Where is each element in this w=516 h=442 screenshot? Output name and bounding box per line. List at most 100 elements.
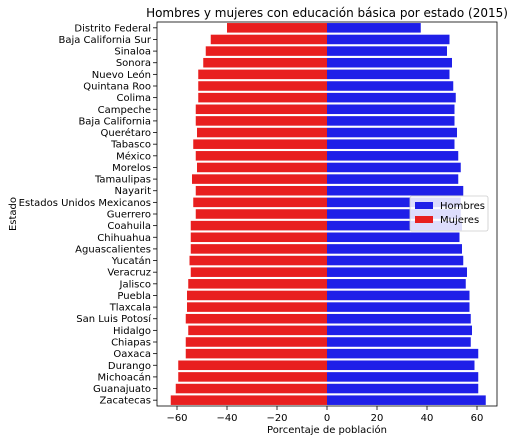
bar-mujeres-32 xyxy=(170,395,327,405)
x-tick-label: 40 xyxy=(421,413,434,424)
y-tick-label: Aguascalientes xyxy=(75,244,151,255)
bar-hombres-18 xyxy=(327,232,460,243)
bar-mujeres-27 xyxy=(185,337,327,347)
y-axis-label: Estado xyxy=(8,197,19,231)
legend-label-mujeres: Mujeres xyxy=(440,215,479,226)
y-tick-label: Guerrero xyxy=(107,210,151,221)
x-tick-label: 20 xyxy=(371,413,384,424)
bar-mujeres-18 xyxy=(190,232,327,243)
bar-hombres-19 xyxy=(327,244,462,254)
bar-mujeres-9 xyxy=(197,127,327,138)
bar-mujeres-2 xyxy=(205,46,327,56)
y-tick-label: San Luis Potosí xyxy=(76,313,152,325)
bar-hombres-2 xyxy=(327,46,447,56)
bar-hombres-23 xyxy=(327,290,470,301)
y-tick-label: Tabasco xyxy=(110,140,151,151)
y-tick-label: Quintana Roo xyxy=(83,82,151,93)
bar-mujeres-17 xyxy=(190,220,327,231)
y-tick-label: Querétaro xyxy=(101,127,151,139)
y-tick-label: Hidalgo xyxy=(113,326,151,337)
plot-frame xyxy=(156,21,498,407)
y-tick-label: Baja California Sur xyxy=(58,35,151,46)
y-tick-label: Estados Unidos Mexicanos xyxy=(19,198,151,209)
bar-hombres-22 xyxy=(327,279,466,289)
bar-hombres-8 xyxy=(327,116,455,126)
bar-mujeres-19 xyxy=(190,244,327,254)
y-tick-label: Nuevo León xyxy=(92,69,151,81)
bar-mujeres-20 xyxy=(189,255,327,266)
bar-mujeres-13 xyxy=(192,174,327,184)
x-tick-label: −40 xyxy=(216,413,237,424)
bar-hombres-24 xyxy=(327,302,470,312)
bar-mujeres-10 xyxy=(193,139,327,149)
x-tick-label: −60 xyxy=(166,413,187,424)
bar-mujeres-3 xyxy=(203,57,327,68)
bar-hombres-13 xyxy=(327,174,459,184)
bar-hombres-7 xyxy=(327,104,455,115)
y-tick-label: Coahuila xyxy=(107,221,151,232)
bar-hombres-29 xyxy=(327,360,475,371)
bar-hombres-26 xyxy=(327,325,472,336)
bar-hombres-9 xyxy=(327,127,457,138)
bar-mujeres-24 xyxy=(187,302,327,312)
bar-mujeres-28 xyxy=(185,348,327,359)
y-tick-label: Oaxaca xyxy=(113,349,151,360)
bar-mujeres-16 xyxy=(195,209,327,219)
bar-hombres-5 xyxy=(327,81,454,91)
bar-mujeres-5 xyxy=(198,81,327,91)
x-tick-label: 0 xyxy=(324,413,330,424)
y-tick-label: Michoacán xyxy=(98,371,151,383)
bar-hombres-11 xyxy=(327,151,459,161)
bar-hombres-10 xyxy=(327,139,455,149)
y-tick-label: Durango xyxy=(108,361,151,372)
bar-mujeres-25 xyxy=(185,313,327,324)
bar-mujeres-6 xyxy=(198,92,327,103)
bar-mujeres-4 xyxy=(198,69,327,80)
bar-hombres-17 xyxy=(327,220,462,231)
y-tick-label: Guanajuato xyxy=(93,384,151,395)
bar-mujeres-14 xyxy=(195,185,327,196)
y-tick-label: Morelos xyxy=(112,163,151,174)
bar-mujeres-8 xyxy=(195,116,327,126)
bar-hombres-25 xyxy=(327,313,471,324)
bar-hombres-3 xyxy=(327,57,452,68)
bar-mujeres-0 xyxy=(227,23,327,33)
bar-mujeres-31 xyxy=(175,383,327,394)
bar-hombres-15 xyxy=(327,197,461,208)
legend-label-hombres: Hombres xyxy=(440,201,485,212)
y-tick-label: Distrito Federal xyxy=(74,23,151,34)
x-axis-label: Porcentaje de población xyxy=(267,424,387,436)
x-tick-label: 60 xyxy=(471,413,484,424)
bar-hombres-6 xyxy=(327,92,456,103)
legend-swatch-mujeres xyxy=(415,216,433,223)
bar-mujeres-26 xyxy=(188,325,327,336)
y-tick-label: Jalisco xyxy=(119,279,151,290)
bar-mujeres-1 xyxy=(210,34,327,45)
y-tick-label: Campeche xyxy=(98,105,151,116)
y-tick-label: Chiapas xyxy=(111,338,151,349)
x-tick-label: −20 xyxy=(266,413,287,424)
bars-group xyxy=(170,23,486,405)
bar-hombres-4 xyxy=(327,69,450,80)
y-tick-label: Yucatán xyxy=(111,255,151,267)
legend-swatch-hombres xyxy=(415,202,433,209)
bar-hombres-12 xyxy=(327,162,461,173)
y-tick-label: Veracruz xyxy=(107,268,151,279)
x-ticks: −60 −40 −20 0 20 40 60 xyxy=(166,406,483,424)
y-tick-label: México xyxy=(116,150,151,162)
bar-mujeres-22 xyxy=(188,279,327,289)
bar-hombres-28 xyxy=(327,348,479,359)
y-tick-label: Sinaloa xyxy=(114,47,151,58)
bar-mujeres-23 xyxy=(187,290,327,301)
bar-mujeres-11 xyxy=(195,151,327,161)
chart-title: Hombres y mujeres con educación básica p… xyxy=(146,6,508,20)
y-tick-label: Baja California xyxy=(78,116,151,127)
bar-mujeres-7 xyxy=(195,104,327,115)
y-tick-label: Colima xyxy=(116,93,151,104)
bar-hombres-20 xyxy=(327,255,464,266)
y-tick-label: Nayarit xyxy=(115,186,152,197)
bar-mujeres-30 xyxy=(178,372,327,382)
y-tick-label: Puebla xyxy=(117,291,151,302)
